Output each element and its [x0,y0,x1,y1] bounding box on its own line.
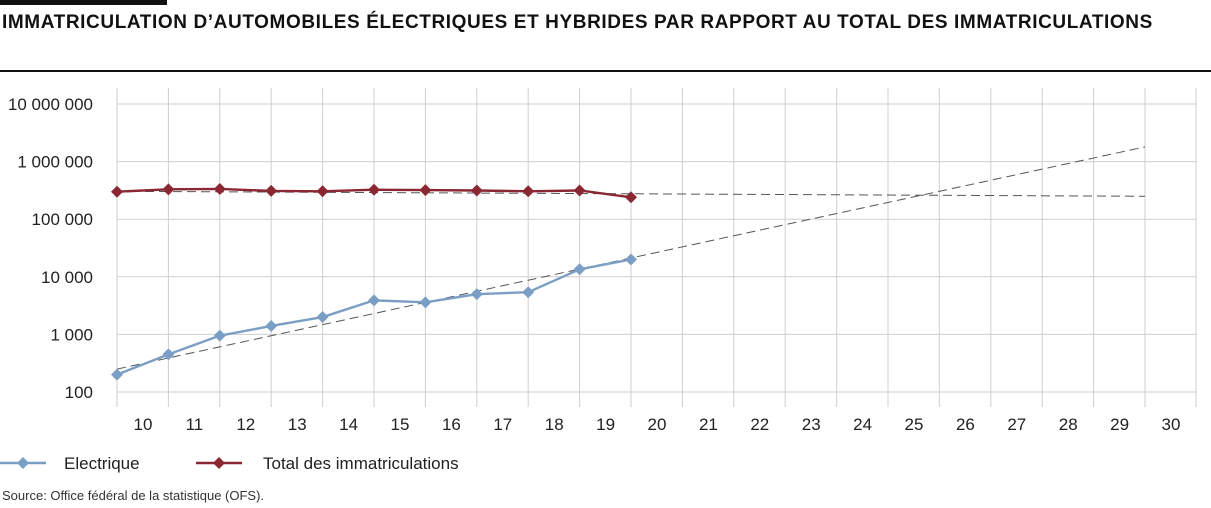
data-point-total [573,184,586,197]
data-point-electrique [625,253,637,266]
x-tick-label: 12 [236,415,255,434]
x-tick-label: 20 [648,415,667,434]
y-tick-label: 1 000 [50,325,93,344]
y-tick-label: 100 000 [32,210,93,229]
x-tick-label: 25 [905,415,924,434]
x-tick-label: 23 [802,415,821,434]
data-point-total [625,191,637,204]
legend-marker-electrique [17,457,29,469]
x-tick-label: 13 [288,415,307,434]
y-tick-label: 1 000 000 [17,153,93,172]
y-axis-ticks: 100 1 000 10 000 100 000 1 000 000 10 000 000 [8,95,93,402]
data-point-total [316,185,329,198]
x-tick-label: 17 [493,415,512,434]
data-point-total [522,185,535,198]
data-point-total [111,185,123,198]
x-tick-label: 10 [134,415,153,434]
source-note: Source: Office fédéral de la statistique… [2,488,265,503]
x-tick-label: 22 [750,415,769,434]
data-point-electrique [213,329,226,342]
x-tick-label: 29 [1110,415,1129,434]
data-point-electrique [162,348,175,361]
x-tick-label: 26 [956,415,975,434]
x-tick-label: 19 [596,415,615,434]
legend-label-electrique: Electrique [64,454,140,473]
data-point-total [162,183,175,196]
x-tick-label: 14 [339,415,358,434]
data-point-electrique [265,319,278,332]
x-tick-label: 15 [391,415,410,434]
data-point-electrique [419,296,432,309]
chart-area: 100 1 000 10 000 100 000 1 000 000 10 000 000… [0,88,1197,473]
data-point-electrique [111,368,123,381]
legend-marker-total [213,457,225,469]
x-tick-label: 28 [1059,415,1078,434]
x-tick-label: 11 [186,415,204,434]
data-point-electrique [470,288,483,301]
title-rule [0,70,1211,72]
chart-title: Immatriculation d’automobiles électrique… [2,12,1153,33]
data-point-total [213,182,226,195]
data-point-electrique [368,294,380,307]
data-point-total [470,184,483,197]
x-tick-label: 16 [442,415,461,434]
legend: Electrique Total des immatriculations [0,454,459,473]
x-tick-label: 18 [545,415,564,434]
x-tick-label: 27 [1007,415,1026,434]
grid-layer [116,88,1197,407]
data-point-electrique [573,263,586,276]
x-axis-ticks: 10 11 12 13 14 15 16 17 18 19 20 21 22 23 24 25 26 27 28 29… [134,415,1181,434]
data-point-total [419,184,432,197]
data-point-total [368,183,380,196]
data-point-electrique [316,311,329,324]
data-point-electrique [522,286,535,299]
y-tick-label: 100 [65,383,93,402]
data-point-total [265,184,278,197]
title-accent-bar [0,0,167,5]
x-tick-label: 21 [699,415,718,434]
series-layer [111,182,637,381]
y-tick-label: 10 000 000 [8,95,93,114]
legend-label-total: Total des immatriculations [263,454,459,473]
y-tick-label: 10 000 [41,268,93,287]
x-tick-label: 30 [1162,415,1181,434]
x-tick-label: 24 [853,415,872,434]
